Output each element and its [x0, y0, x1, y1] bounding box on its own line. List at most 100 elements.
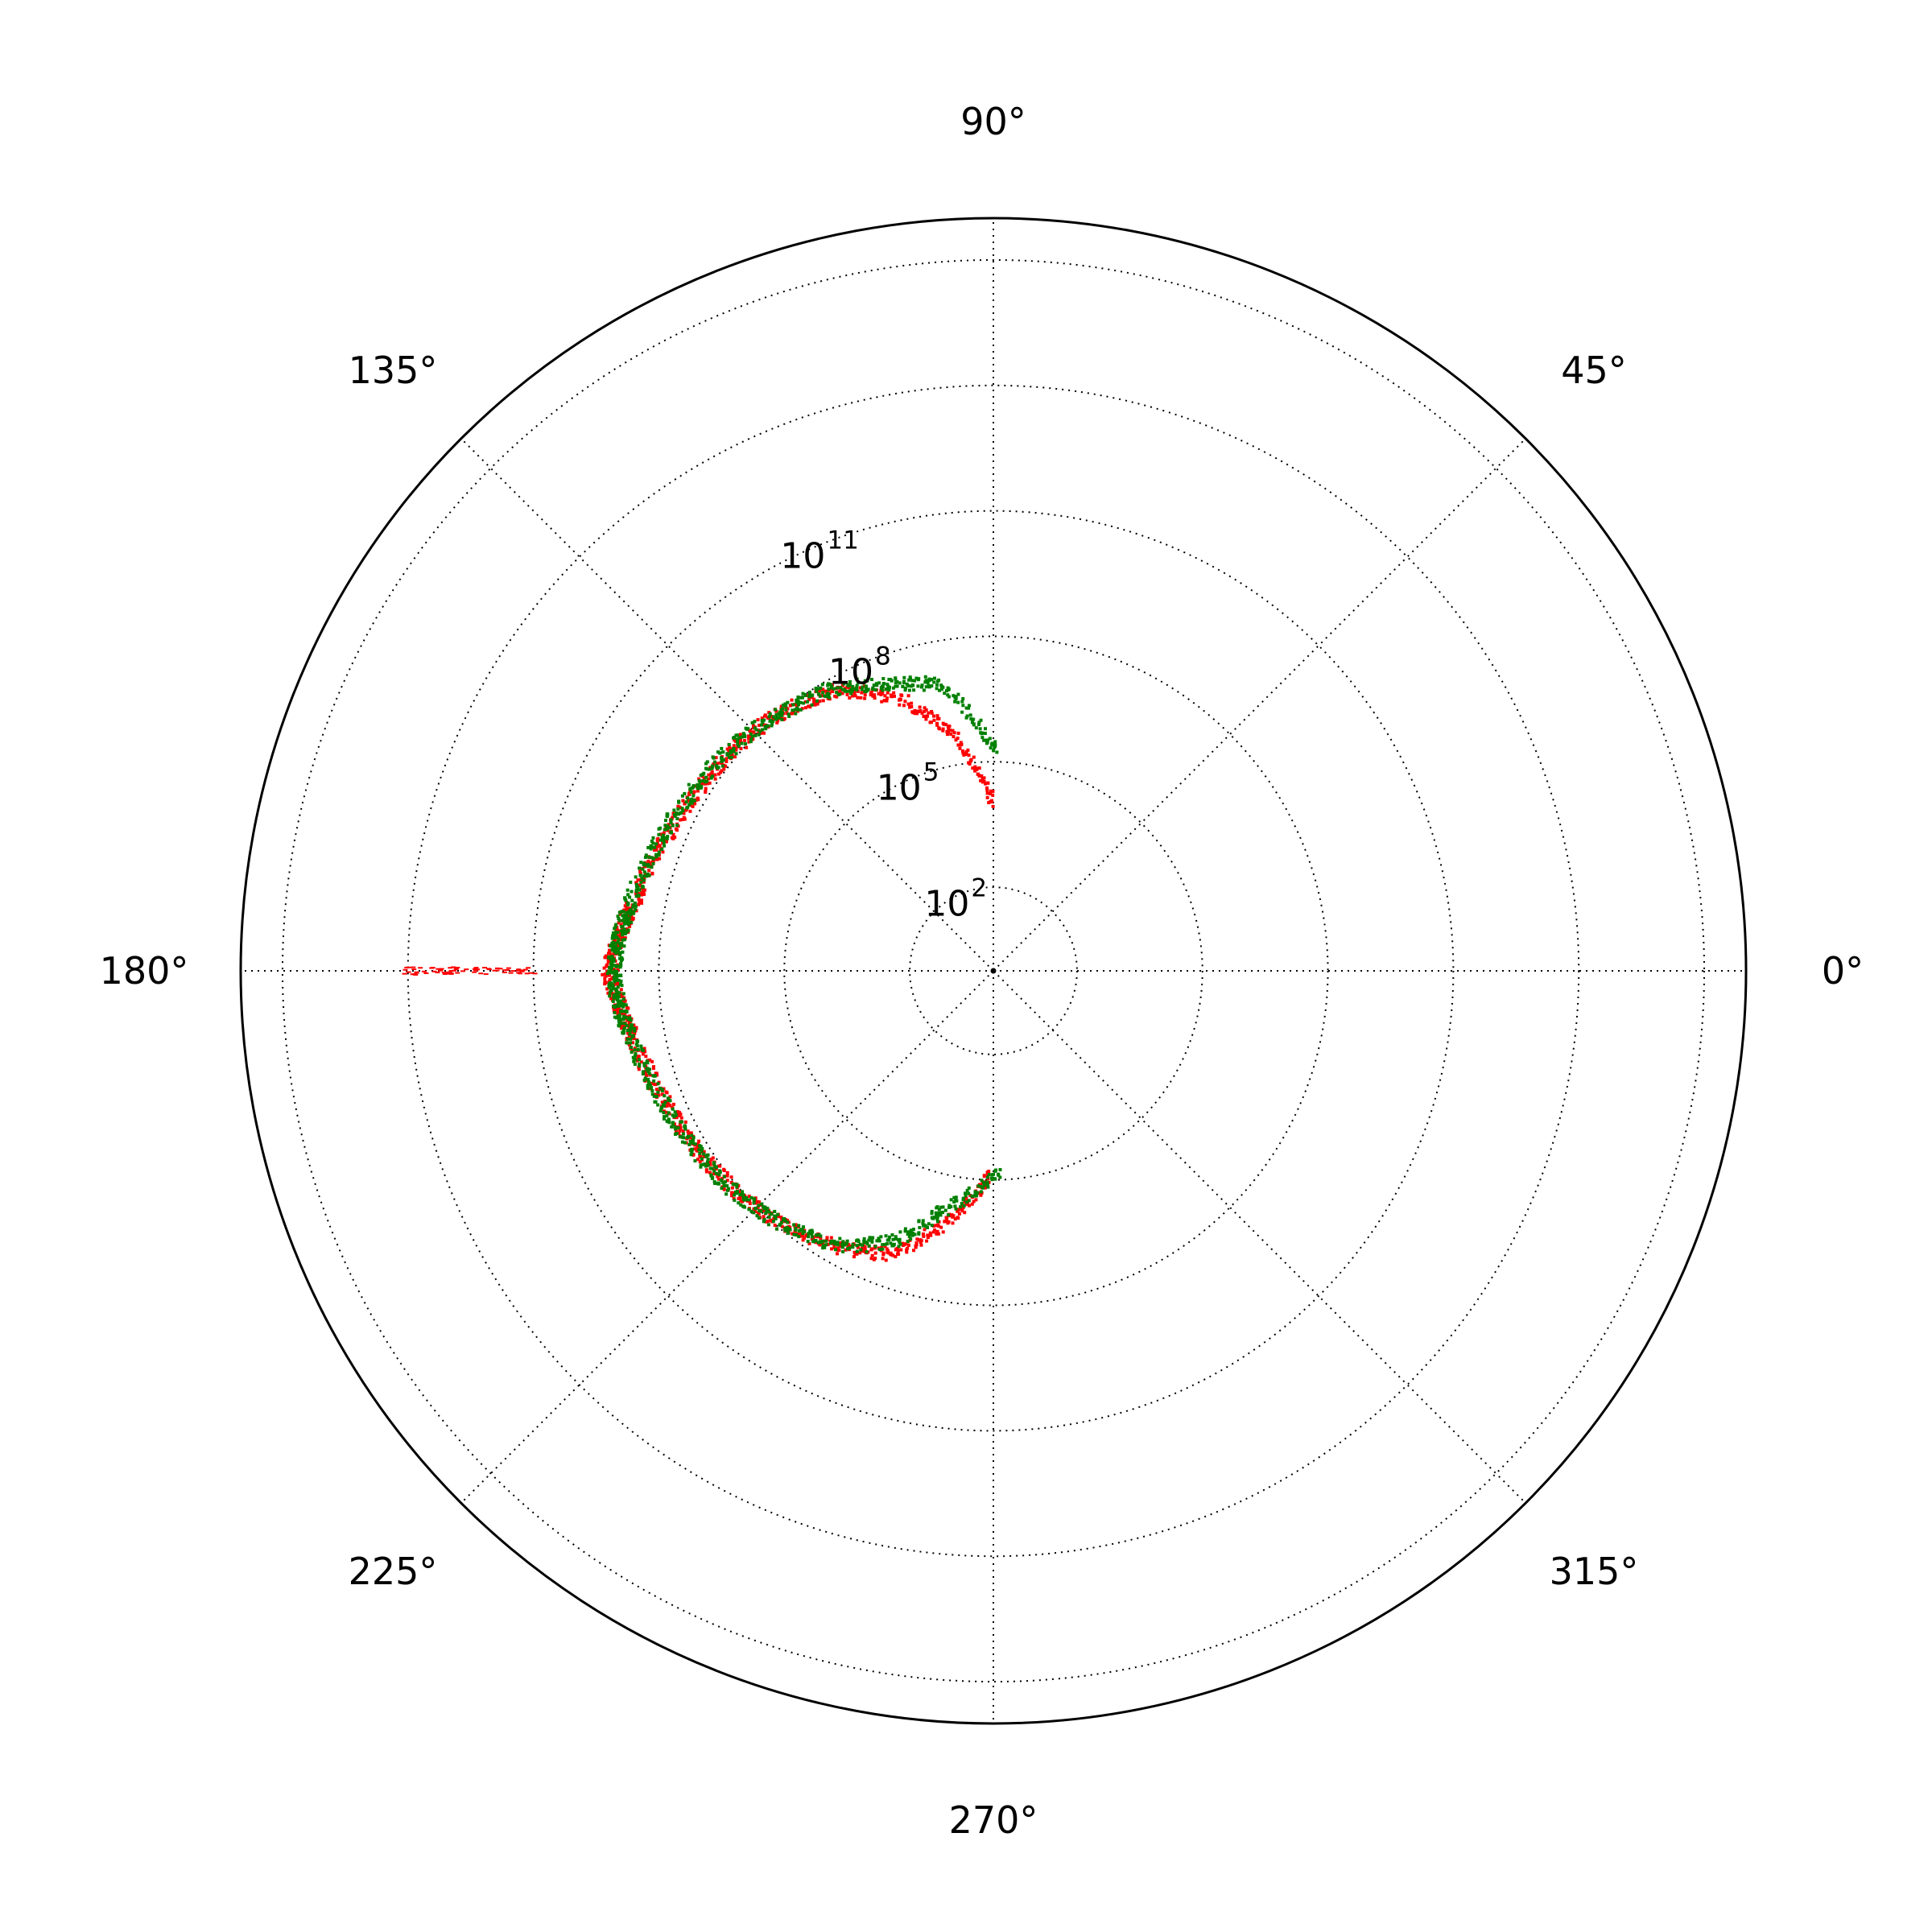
data-point — [686, 796, 690, 800]
data-point — [676, 804, 680, 808]
data-point — [667, 826, 671, 830]
data-point — [691, 1138, 695, 1142]
data-point — [836, 1243, 840, 1247]
data-point — [698, 1151, 702, 1155]
data-point — [981, 1180, 985, 1184]
data-point — [811, 1230, 815, 1234]
data-point — [707, 773, 711, 777]
frame-layer — [239, 217, 1748, 1725]
data-point — [935, 687, 939, 691]
data-point — [508, 972, 514, 974]
data-point — [886, 696, 890, 700]
data-point — [665, 1114, 669, 1118]
data-point — [923, 680, 927, 684]
data-point — [665, 827, 669, 831]
data-point — [611, 987, 615, 991]
data-point — [699, 1145, 703, 1149]
data-point — [790, 698, 794, 702]
data-point — [612, 1009, 616, 1013]
data-point — [691, 804, 695, 808]
data-point — [863, 690, 867, 694]
data-point — [753, 1197, 757, 1201]
data-point — [618, 953, 622, 957]
label-layer: 0°45°90°135°180°225°270°315°10 210 510 810 1… — [100, 100, 1864, 1842]
data-point — [741, 1193, 745, 1197]
data-point — [724, 757, 729, 761]
data-point — [660, 1100, 664, 1104]
data-point — [436, 968, 441, 970]
data-point — [968, 1194, 972, 1198]
data-point — [810, 703, 814, 707]
data-point — [873, 1257, 877, 1261]
data-point — [650, 1086, 654, 1090]
data-point — [697, 1148, 701, 1152]
data-point — [976, 772, 980, 776]
data-point — [623, 1022, 627, 1026]
data-point — [611, 948, 615, 952]
data-point — [797, 1232, 801, 1236]
data-point — [899, 693, 903, 697]
data-point — [635, 1058, 639, 1062]
data-point — [948, 729, 952, 733]
data-point — [826, 683, 830, 687]
data-point — [979, 1190, 983, 1194]
data-point — [730, 1194, 734, 1198]
data-point — [662, 840, 666, 844]
data-point — [857, 1239, 861, 1243]
data-point — [932, 718, 936, 722]
data-point — [614, 995, 618, 999]
data-point — [812, 697, 816, 701]
data-point — [996, 1172, 1000, 1176]
data-point — [879, 1235, 883, 1239]
data-point — [896, 1246, 900, 1250]
data-point — [751, 726, 755, 730]
data-point — [642, 874, 646, 878]
data-point — [869, 693, 873, 697]
data-point — [473, 967, 479, 969]
data-point — [687, 782, 691, 786]
data-point — [710, 1166, 714, 1170]
data-point — [641, 867, 645, 871]
polar-center — [990, 968, 997, 974]
data-point — [812, 700, 816, 704]
data-point — [603, 979, 607, 983]
data-point — [762, 1220, 766, 1224]
data-point — [634, 875, 638, 879]
data-point — [771, 1220, 775, 1224]
radial-gridline — [658, 635, 1329, 1307]
data-point — [607, 973, 611, 977]
data-point — [862, 1236, 866, 1241]
data-point — [910, 710, 914, 714]
data-point — [620, 956, 624, 960]
data-point — [886, 1249, 890, 1253]
data-point — [807, 704, 811, 708]
data-point — [699, 1163, 703, 1167]
angular-tick-label: 225° — [349, 1550, 438, 1593]
data-point — [639, 1044, 643, 1048]
data-point — [964, 749, 968, 753]
data-point — [615, 928, 619, 932]
data-point — [780, 1224, 784, 1228]
data-point — [943, 691, 947, 696]
data-point — [796, 708, 800, 712]
data-point — [815, 702, 819, 706]
data-point — [960, 1202, 964, 1206]
data-point — [629, 920, 633, 924]
data-point — [993, 740, 997, 744]
data-point — [787, 714, 791, 718]
data-point — [935, 683, 939, 687]
data-point — [867, 1244, 871, 1248]
data-point — [661, 838, 665, 842]
data-point — [628, 1043, 632, 1047]
data-point — [616, 944, 620, 948]
data-point — [611, 999, 615, 1003]
data-point — [759, 723, 763, 727]
data-point — [618, 999, 622, 1003]
data-point — [804, 1234, 808, 1238]
data-point — [632, 1059, 636, 1063]
data-point — [859, 1248, 863, 1252]
data-point — [973, 1191, 977, 1195]
data-point — [980, 1186, 985, 1190]
data-point — [930, 1224, 934, 1228]
